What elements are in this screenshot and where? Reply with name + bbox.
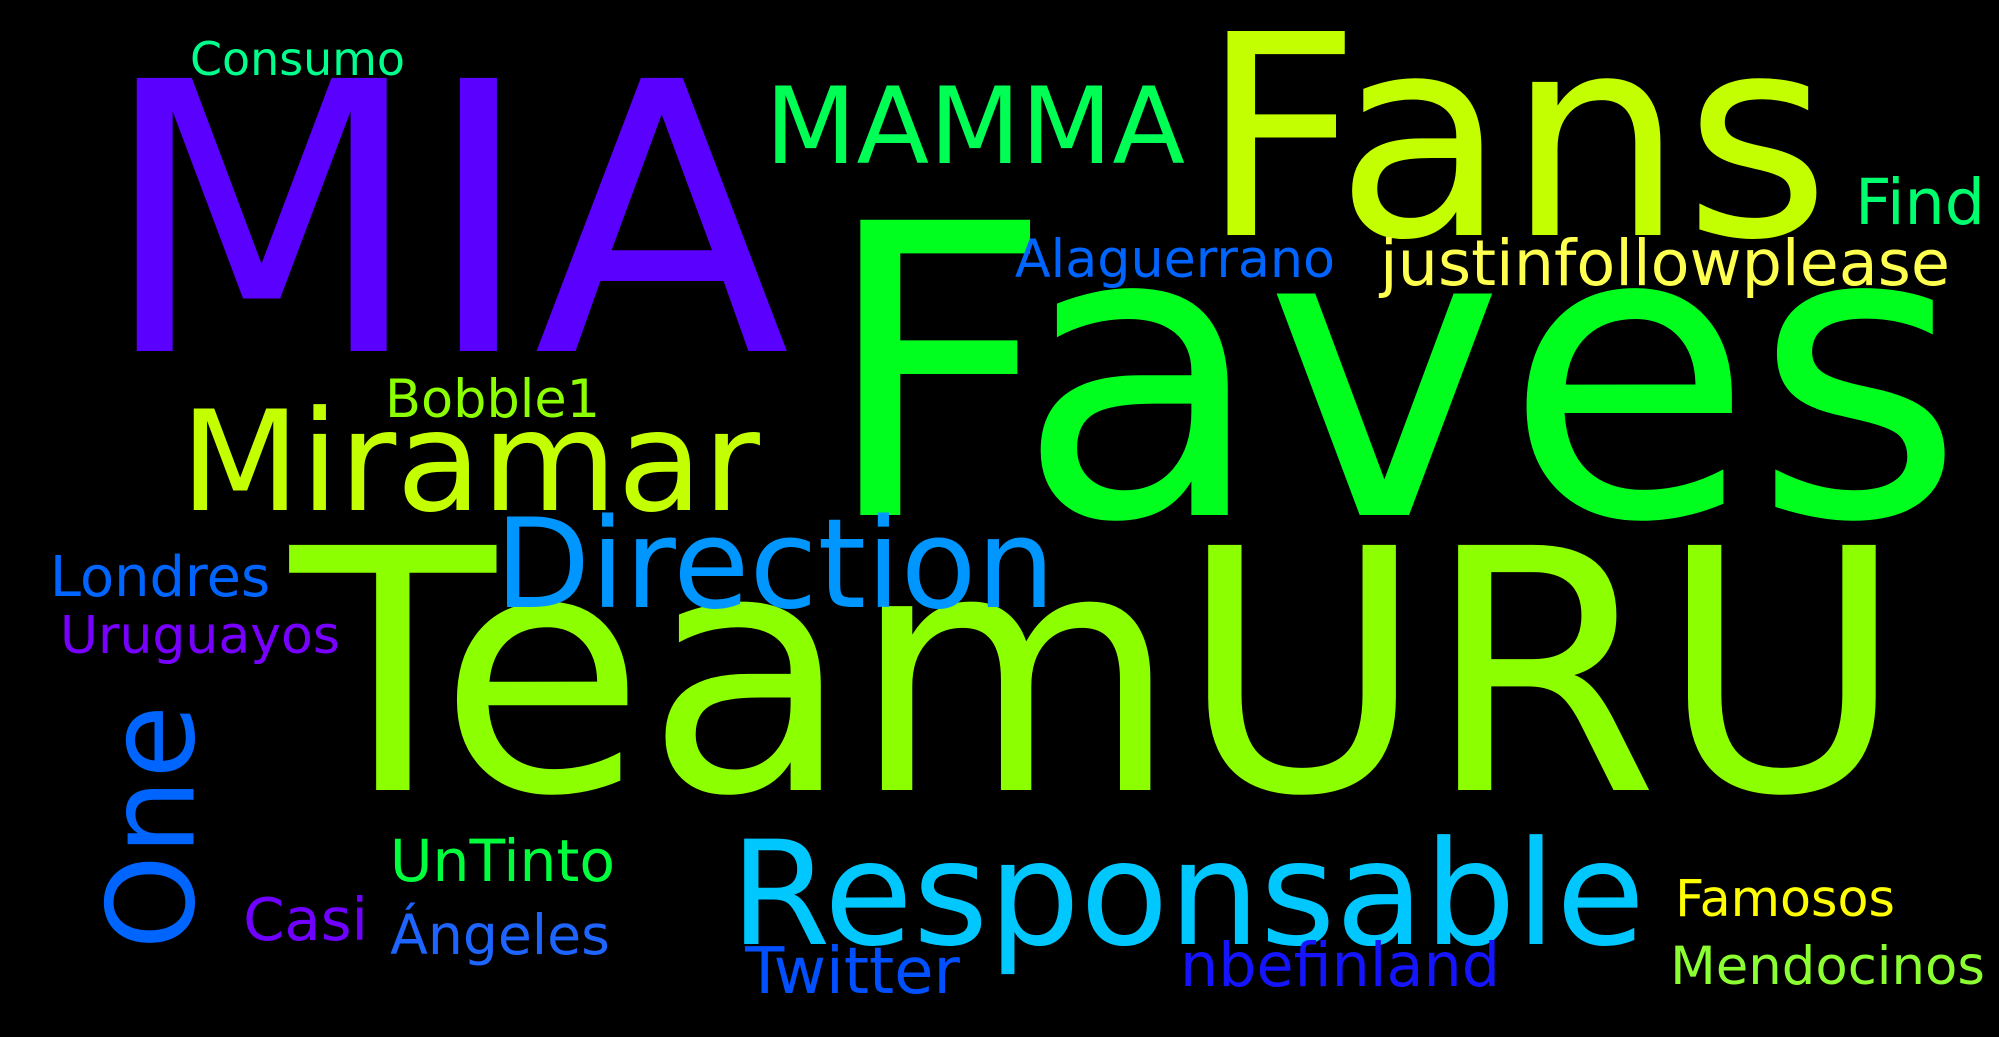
word-teamuru: TeamURU (290, 478, 1905, 870)
word-direction: Direction (494, 493, 1056, 637)
word-bobble1: Bobble1 (385, 368, 601, 430)
word-fans: Fans (1200, 0, 1831, 302)
word-miramar: Miramar (180, 380, 760, 543)
word-twitter: Twitter (745, 935, 960, 1009)
word-responsable: Responsable (730, 810, 1646, 979)
word-consumo: Consumo (190, 32, 405, 86)
word-mia: MIA (100, 4, 790, 441)
word-alaguerrano: Alaguerrano (1014, 228, 1336, 290)
word-one: One (82, 705, 223, 951)
word-faves: Faves (820, 138, 1965, 611)
word-angeles: Ángeles (390, 904, 610, 969)
word-justinfollowplease: justinfollowplease (1380, 226, 1950, 301)
word-casi: Casi (243, 885, 368, 955)
word-famosos: Famosos (1675, 869, 1895, 929)
word-uruguayos: Uruguayos (60, 605, 340, 666)
word-mamma: MAMMA (764, 65, 1186, 190)
word-londres: Londres (49, 544, 271, 610)
word-find: Find (1855, 165, 1985, 240)
word-nbefinland: nbefinland (1180, 930, 1500, 1001)
word-untinto: UnTinto (389, 827, 615, 896)
word-mendocinos: Mendocinos (1670, 936, 1985, 997)
